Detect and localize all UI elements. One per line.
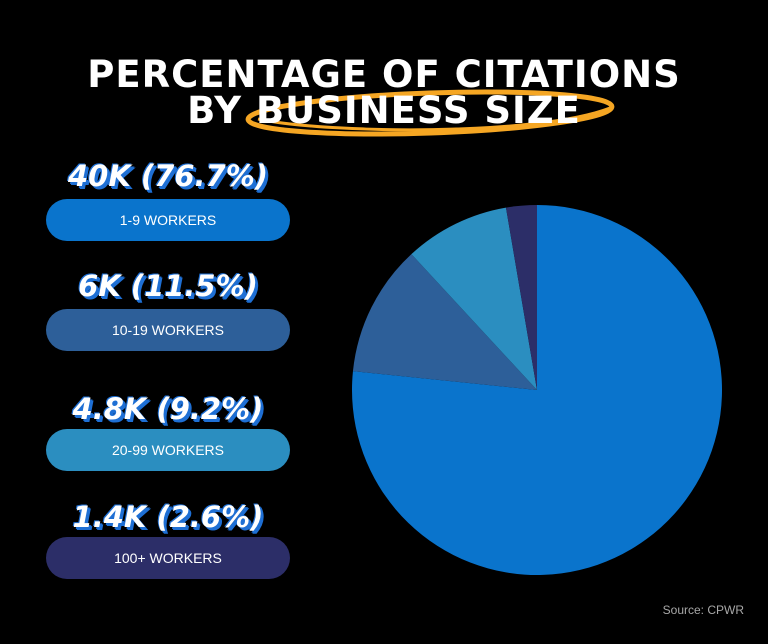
legend-pill-20-99: 20-99 WORKERS: [46, 429, 290, 471]
chart-title-prefix: BY: [187, 89, 256, 132]
pie-slice-10-19: [352, 254, 537, 390]
pie-slice-20-99: [411, 207, 537, 390]
pie-slice-100-plus: [505, 205, 537, 390]
pie-chart: [352, 205, 722, 575]
value-label-20-99: 4.8K (9.2%): [72, 392, 264, 426]
legend-pill-1-9: 1-9 WORKERS: [46, 199, 290, 241]
highlight-swoosh: [245, 89, 615, 137]
source-note: Source: CPWR: [662, 603, 744, 617]
chart-title-line-2: BY BUSINESS SIZE: [0, 91, 768, 131]
legend-pill-100-plus: 100+ WORKERS: [46, 537, 290, 579]
chart-title-line-1: PERCENTAGE OF CITATIONS: [87, 53, 681, 96]
chart-title-highlight: BUSINESS SIZE: [255, 89, 581, 132]
value-label-1-9: 40K (76.7%): [67, 159, 269, 193]
value-label-100-plus: 1.4K (2.6%): [72, 500, 264, 534]
value-label-10-19: 6K (11.5%): [78, 269, 258, 303]
legend-pill-10-19: 10-19 WORKERS: [46, 309, 290, 351]
